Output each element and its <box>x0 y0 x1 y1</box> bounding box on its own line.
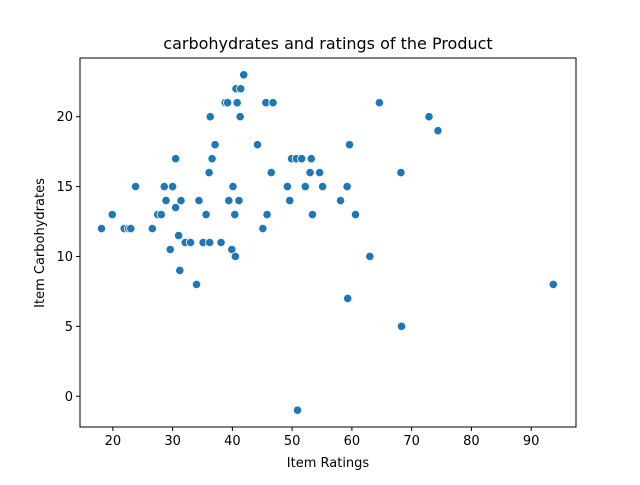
data-point <box>365 251 375 262</box>
data-point <box>252 140 263 150</box>
data-point <box>433 126 443 136</box>
y-tick-label: 15 <box>56 180 73 195</box>
data-point <box>374 98 384 108</box>
x-tick-label: 60 <box>344 434 361 449</box>
data-point <box>156 209 166 220</box>
data-point <box>343 293 353 304</box>
x-axis-ticks: 20 30 40 50 60 70 80 90 <box>105 427 540 449</box>
data-point <box>315 168 325 178</box>
data-point <box>350 209 361 220</box>
data-point <box>205 237 215 248</box>
data-point <box>159 181 169 192</box>
data-point <box>216 237 226 248</box>
data-point <box>306 154 316 164</box>
data-point <box>168 181 178 192</box>
data-point <box>171 154 181 164</box>
points-layer <box>96 70 558 415</box>
data-point <box>282 181 292 192</box>
y-tick-label: 0 <box>65 390 73 405</box>
x-tick-label: 50 <box>284 434 301 449</box>
y-tick-label: 10 <box>56 250 73 265</box>
data-point <box>344 140 355 150</box>
data-point <box>285 195 295 206</box>
x-tick-label: 70 <box>403 434 420 449</box>
data-point <box>185 237 196 248</box>
data-point <box>318 181 328 192</box>
data-point <box>548 279 558 290</box>
data-point <box>230 209 240 220</box>
data-point <box>205 112 215 122</box>
y-axis-label: Item Carbohydrates <box>33 178 48 308</box>
x-tick-label: 90 <box>523 434 540 449</box>
data-point <box>210 140 220 150</box>
data-point <box>176 195 186 206</box>
data-point <box>161 195 171 206</box>
data-point <box>171 202 181 213</box>
data-point <box>223 98 233 108</box>
data-point <box>147 223 157 234</box>
data-point <box>230 251 240 262</box>
data-point <box>396 168 406 178</box>
y-axis-ticks: 0 5 10 15 20 <box>56 110 80 405</box>
data-point <box>107 209 117 220</box>
plot-frame <box>79 57 577 428</box>
data-point <box>396 321 407 331</box>
data-point <box>126 223 136 234</box>
data-point <box>234 195 244 206</box>
data-point <box>175 265 185 276</box>
data-point <box>207 154 217 164</box>
data-point <box>96 223 107 234</box>
data-point <box>300 181 310 192</box>
data-point <box>239 70 249 80</box>
data-point <box>342 181 352 192</box>
x-tick-label: 80 <box>463 434 480 449</box>
data-point <box>174 230 184 241</box>
data-point <box>165 244 175 255</box>
data-point <box>224 195 234 206</box>
data-point <box>262 209 272 220</box>
data-point <box>191 279 202 290</box>
chart-title: carbohydrates and ratings of the Product <box>163 34 492 53</box>
data-point <box>204 168 214 178</box>
data-point <box>292 405 303 415</box>
data-point <box>305 168 315 178</box>
data-point <box>266 168 276 178</box>
x-tick-label: 40 <box>224 434 241 449</box>
data-point <box>201 209 211 220</box>
data-point <box>268 98 278 108</box>
data-point <box>258 223 268 234</box>
data-point <box>235 112 245 122</box>
data-point <box>130 181 141 192</box>
data-point <box>307 209 318 220</box>
x-tick-label: 30 <box>164 434 181 449</box>
data-point <box>335 195 346 206</box>
data-point <box>236 84 246 94</box>
y-tick-label: 5 <box>65 320 73 335</box>
y-tick-label: 20 <box>56 110 73 125</box>
data-point <box>232 98 242 108</box>
data-point <box>297 154 307 164</box>
data-point <box>194 195 204 206</box>
data-point <box>424 112 434 122</box>
x-axis-label: Item Ratings <box>287 456 370 471</box>
data-point <box>228 181 238 192</box>
x-tick-label: 20 <box>105 434 122 449</box>
